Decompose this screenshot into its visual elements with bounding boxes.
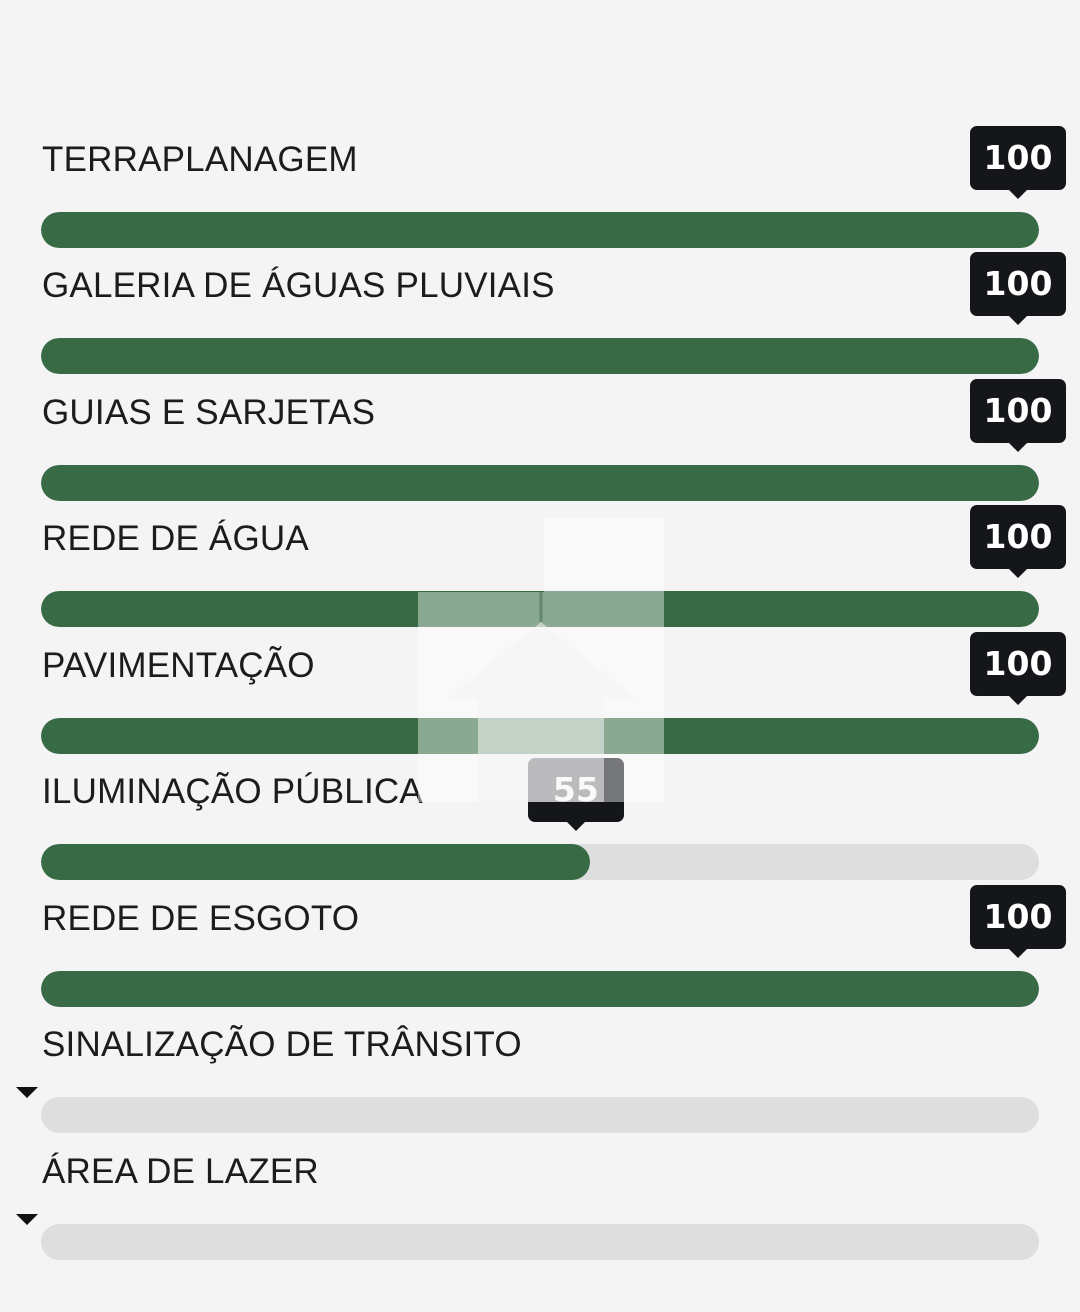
value-badge: 55 xyxy=(527,758,624,831)
progress-label: ÁREA DE LAZER xyxy=(42,1152,319,1191)
progress-fill xyxy=(41,591,1039,627)
progress-label: GALERIA DE ÁGUAS PLUVIAIS xyxy=(42,266,555,305)
progress-item-guias-e-sarjetas: GUIAS E SARJETAS 100 xyxy=(0,379,1080,505)
progress-track xyxy=(41,844,1039,880)
progress-label: SINALIZAÇÃO DE TRÂNSITO xyxy=(42,1025,522,1064)
value-pointer-icon xyxy=(16,1214,38,1225)
progress-label: REDE DE ESGOTO xyxy=(42,899,360,938)
value-badge: 100 xyxy=(970,505,1066,578)
progress-item-sinalizacao-de-transito: SINALIZAÇÃO DE TRÂNSITO xyxy=(0,1011,1080,1137)
progress-fill xyxy=(41,212,1039,248)
progress-label: TERRAPLANAGEM xyxy=(42,140,358,179)
progress-item-rede-de-agua: REDE DE ÁGUA 100 xyxy=(0,505,1080,631)
progress-track xyxy=(41,338,1039,374)
value-badge: 100 xyxy=(970,126,1066,199)
value-badge: 100 xyxy=(970,379,1066,452)
progress-track xyxy=(41,591,1039,627)
progress-item-pavimentacao: PAVIMENTAÇÃO 100 xyxy=(0,632,1080,758)
progress-item-rede-de-esgoto: REDE DE ESGOTO 100 xyxy=(0,885,1080,1011)
value-badge: 100 xyxy=(970,252,1066,325)
value-badge: 100 xyxy=(970,885,1066,958)
progress-item-terraplanagem: TERRAPLANAGEM 100 xyxy=(0,126,1080,252)
progress-label: PAVIMENTAÇÃO xyxy=(42,646,315,685)
progress-label: GUIAS E SARJETAS xyxy=(42,393,376,432)
progress-fill xyxy=(41,338,1039,374)
progress-item-iluminacao-publica: ILUMINAÇÃO PÚBLICA 55 xyxy=(0,758,1080,884)
progress-track xyxy=(41,1224,1039,1260)
value-pointer-icon xyxy=(16,1087,38,1098)
value-badge: 100 xyxy=(970,632,1066,705)
progress-track xyxy=(41,718,1039,754)
progress-track xyxy=(41,1097,1039,1133)
progress-item-area-de-lazer: ÁREA DE LAZER xyxy=(0,1138,1080,1264)
progress-label: REDE DE ÁGUA xyxy=(42,519,309,558)
progress-fill xyxy=(41,718,1039,754)
progress-item-galeria-de-aguas-pluviais: GALERIA DE ÁGUAS PLUVIAIS 100 xyxy=(0,252,1080,378)
progress-fill xyxy=(41,465,1039,501)
progress-fill xyxy=(41,971,1039,1007)
progress-track xyxy=(41,971,1039,1007)
progress-track xyxy=(41,465,1039,501)
progress-fill xyxy=(41,844,590,880)
progress-label: ILUMINAÇÃO PÚBLICA xyxy=(42,772,423,811)
progress-track xyxy=(41,212,1039,248)
